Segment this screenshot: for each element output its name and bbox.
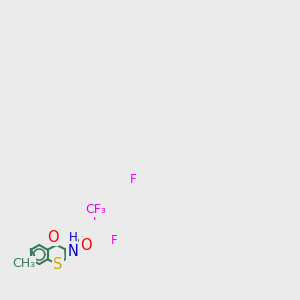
Text: F: F bbox=[130, 172, 136, 185]
Text: H: H bbox=[69, 231, 77, 244]
Text: CH₃: CH₃ bbox=[12, 257, 35, 270]
Text: S: S bbox=[53, 256, 62, 272]
Text: F: F bbox=[93, 210, 99, 223]
Text: O: O bbox=[47, 230, 58, 245]
Text: F: F bbox=[111, 234, 118, 248]
Text: O: O bbox=[80, 238, 92, 253]
Text: CF₃: CF₃ bbox=[85, 203, 106, 217]
Text: N: N bbox=[68, 244, 79, 259]
